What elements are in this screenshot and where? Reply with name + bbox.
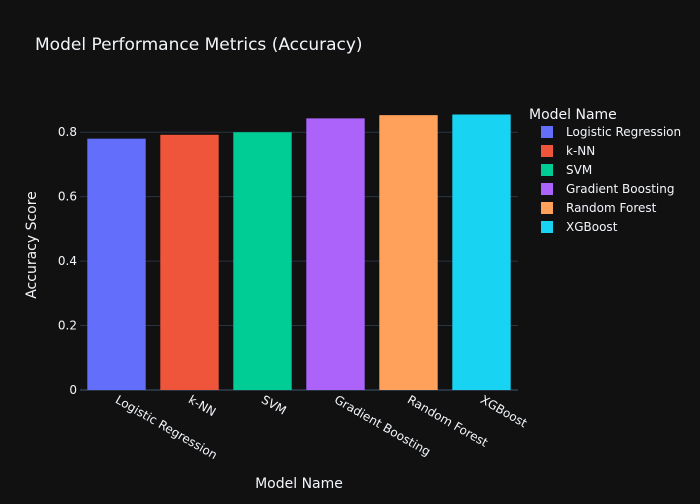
bar-gradient-boosting	[306, 118, 365, 390]
legend-item-label: Gradient Boosting	[566, 182, 674, 196]
legend-item-label: Logistic Regression	[566, 125, 681, 139]
legend-swatch	[541, 164, 553, 176]
legend-swatch	[541, 221, 553, 233]
x-tick-label: k-NN	[186, 392, 218, 419]
legend-swatch	[541, 126, 553, 138]
chart-title: Model Performance Metrics (Accuracy)	[35, 35, 363, 55]
legend-swatch	[541, 145, 553, 157]
bar-svm	[233, 132, 292, 390]
legend-swatch	[541, 202, 553, 214]
y-tick-label: 0.8	[58, 125, 77, 139]
y-tick-label: 0	[69, 383, 77, 397]
legend-swatch	[541, 183, 553, 195]
x-axis-title: Model Name	[255, 476, 343, 492]
y-tick-label: 0.6	[58, 190, 77, 204]
bar-logistic-regression	[87, 138, 146, 390]
legend-item-label: SVM	[566, 163, 592, 177]
legend-item-label: Random Forest	[566, 201, 657, 215]
legend-item-label: k-NN	[566, 144, 595, 158]
bar-xgboost	[452, 114, 511, 390]
legend: Model Name Logistic Regression k-NN SVM Gra…	[529, 107, 681, 234]
bars	[87, 114, 511, 391]
x-tick-label: SVM	[259, 392, 289, 417]
legend-title: Model Name	[529, 107, 617, 123]
legend-item-label: XGBoost	[566, 220, 618, 234]
grid-lines	[80, 131, 518, 391]
y-tick-labels: 0 0.2 0.4 0.6 0.8	[58, 125, 77, 397]
bar-k-nn	[160, 134, 219, 390]
y-tick-label: 0.4	[58, 254, 77, 268]
bar-random-forest	[379, 115, 438, 391]
y-axis-title: Accuracy Score	[24, 191, 40, 299]
x-tick-label: XGBoost	[478, 392, 530, 430]
y-tick-label: 0.2	[58, 319, 77, 333]
